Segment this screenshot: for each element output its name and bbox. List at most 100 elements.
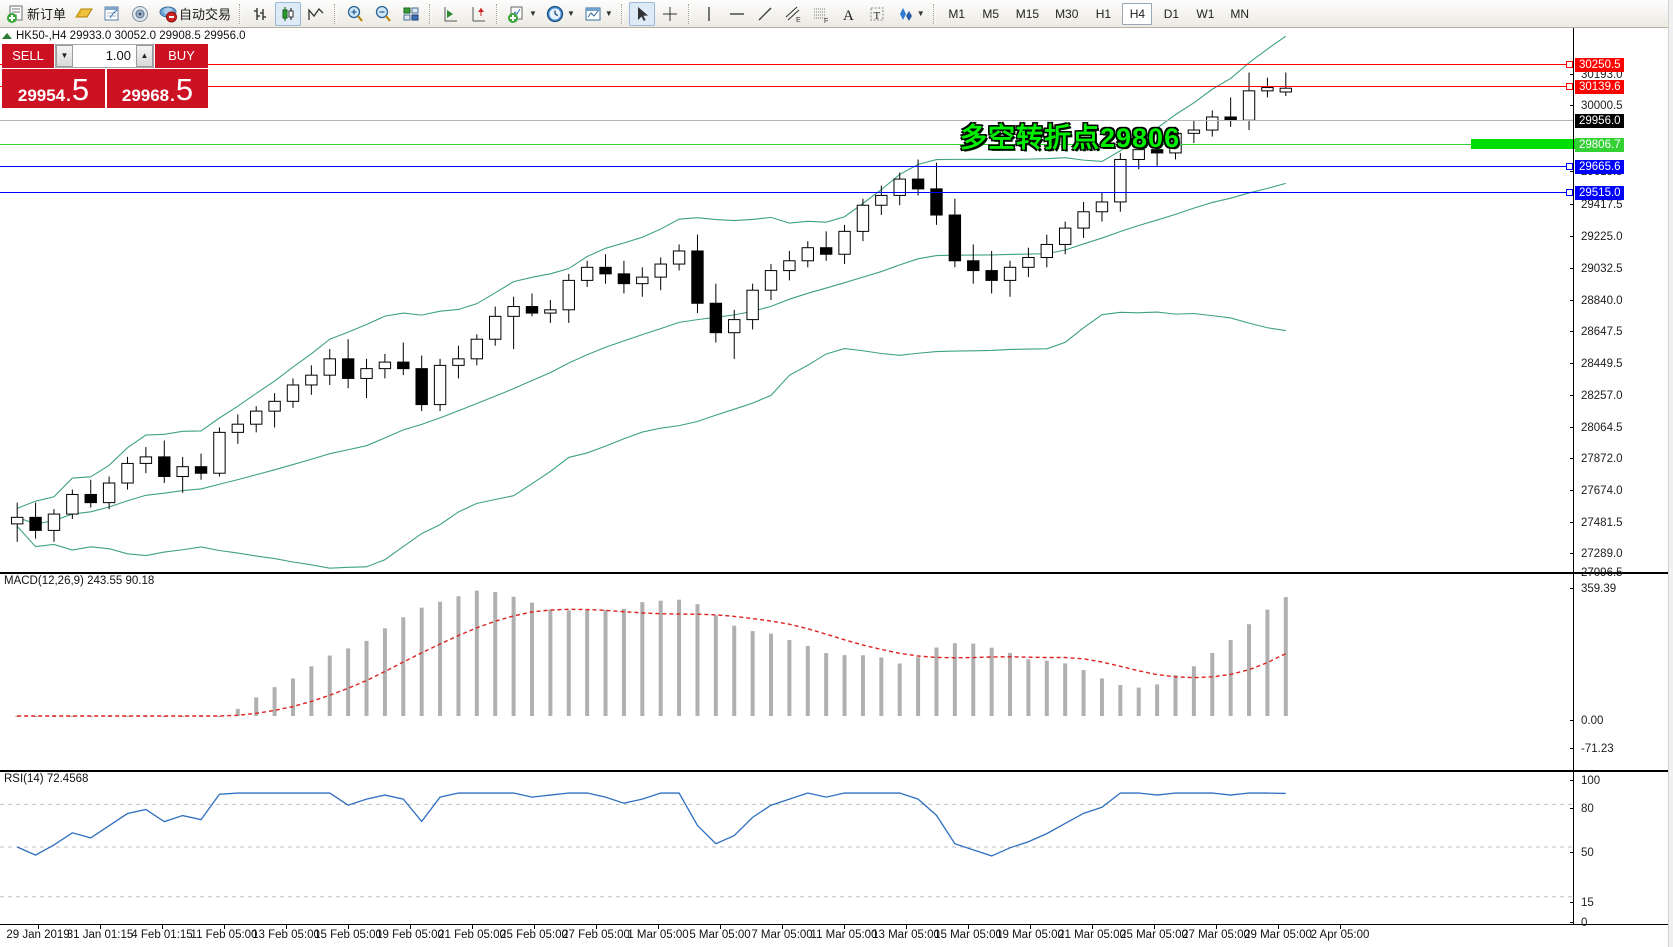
shapes-button[interactable]: ▼ (892, 2, 928, 26)
navigator-button[interactable] (127, 2, 153, 26)
macd-tick: -71.23 (1570, 743, 1614, 755)
svg-text:A: A (843, 8, 854, 24)
horizontal-line-button[interactable] (724, 2, 750, 26)
tile-windows-button[interactable] (398, 2, 424, 26)
text-button[interactable]: A (836, 2, 862, 26)
time-tick (596, 925, 597, 929)
timeframe-m30[interactable]: M30 (1055, 6, 1079, 21)
timeframe-h1[interactable]: H1 (1095, 6, 1112, 21)
shapes-icon (899, 7, 912, 21)
expert-advisors-button[interactable] (71, 2, 97, 26)
volume-input[interactable]: 1.00 (73, 45, 136, 67)
time-label: 11 Feb 05:00 (190, 929, 258, 941)
timeframe-d1[interactable]: D1 (1163, 6, 1180, 21)
new-order-button[interactable]: 新订单 (3, 2, 69, 26)
bollinger-lower-band (16, 311, 1286, 569)
rsi-tick: 100 (1569, 775, 1600, 787)
time-label: 5 Mar 05:00 (689, 929, 751, 941)
level-line-handle[interactable] (1566, 189, 1573, 196)
autotrade-label: 自动交易 (179, 7, 232, 22)
time-label: 25 Feb 05:00 (500, 929, 568, 941)
crosshair-button[interactable] (657, 2, 683, 26)
rsi-pane[interactable]: RSI(14) 72.4568 100 80 50 15 0 (0, 772, 1673, 929)
sell-price-button[interactable]: 29954 . 5 (2, 68, 105, 108)
level-line[interactable] (0, 192, 1573, 193)
time-tick (224, 925, 225, 929)
time-tick (658, 925, 659, 929)
price-tag[interactable]: 30139.6 (1575, 80, 1624, 94)
timeframe-h4[interactable]: H4 (1122, 2, 1153, 25)
chevron-down-icon-2[interactable]: ▼ (566, 9, 575, 18)
cursor-button[interactable] (628, 1, 655, 26)
time-tick (38, 925, 39, 929)
svg-text:E: E (796, 17, 801, 24)
templates-button[interactable]: ▼ (580, 2, 616, 26)
sell-price-fraction: 5 (71, 72, 90, 107)
zoom-in-button[interactable] (342, 2, 368, 26)
level-line[interactable] (0, 86, 1573, 87)
vertical-line-button[interactable] (696, 2, 722, 26)
chart-shift-button[interactable] (465, 2, 491, 26)
time-label: 15 Feb 05:00 (314, 929, 382, 941)
timeframe-m1[interactable]: M1 (948, 6, 966, 21)
chart-area[interactable]: 多空转折点29806 30193.030000.529615.529417.52… (0, 28, 1673, 947)
chevron-down-icon[interactable]: ▼ (529, 9, 537, 18)
rsi-tick: 0 (1569, 917, 1587, 929)
price-tag[interactable]: 29956.0 (1575, 114, 1624, 128)
autotrade-button[interactable]: 自动交易 (155, 2, 234, 26)
macd-plot (15, 590, 1288, 717)
period-button[interactable]: ▼ (542, 2, 578, 26)
price-tag[interactable]: 29665.6 (1575, 160, 1624, 174)
sell-button[interactable]: SELL (2, 44, 55, 68)
buy-button[interactable]: BUY (154, 44, 208, 68)
bar-chart-button[interactable] (247, 2, 273, 26)
rsi-level-lines (0, 803, 1573, 898)
text-label-button[interactable]: T (864, 2, 890, 26)
chevron-down-icon-3[interactable]: ▼ (604, 9, 613, 18)
buy-price-button[interactable]: 29968 . 5 (107, 68, 208, 108)
time-tick (162, 925, 163, 929)
navigator-icon (132, 5, 149, 22)
price-tag[interactable]: 29806.7 (1575, 138, 1624, 152)
timeframe-w1[interactable]: W1 (1196, 6, 1215, 21)
fibonacci-button[interactable]: F (808, 2, 834, 26)
level-line-handle[interactable] (1566, 83, 1573, 90)
zoom-out-button[interactable] (370, 2, 396, 26)
timeframe-m15[interactable]: M15 (1015, 6, 1040, 21)
new-order-label: 新订单 (27, 7, 67, 22)
time-tick (410, 925, 411, 929)
volume-stepper[interactable]: ▼ 1.00 ▲ (55, 44, 154, 68)
price-tag[interactable]: 30250.5 (1575, 58, 1624, 72)
chevron-down-icon-4[interactable]: ▼ (916, 9, 925, 18)
time-label: 1 Mar 05:00 (627, 929, 689, 941)
zoom-out-icon (375, 5, 391, 22)
rsi-tick: 15 (1570, 897, 1594, 909)
one-click-trading-panel[interactable]: SELL ▼ 1.00 ▲ BUY 29954 . 5 29968 (2, 44, 208, 108)
trendline-button[interactable] (752, 2, 778, 26)
price-tag[interactable]: 29515.0 (1575, 186, 1624, 200)
timeframe-mn[interactable]: MN (1230, 6, 1250, 21)
equidistant-channel-button[interactable]: E (780, 2, 806, 26)
price-pane[interactable]: 多空转折点29806 30193.030000.529615.529417.52… (0, 28, 1673, 579)
level-line[interactable] (0, 64, 1573, 65)
timeframe-m5[interactable]: M5 (982, 6, 1000, 21)
auto-scroll-button[interactable] (437, 2, 463, 26)
level-line-handle[interactable] (1566, 163, 1573, 170)
candlestick-chart-button[interactable] (275, 1, 302, 26)
macd-pane[interactable]: MACD(12,26,9) 243.55 90.18 359.39 0.00 -71… (0, 574, 1673, 770)
level-line[interactable] (0, 166, 1573, 167)
time-label: 27 Feb 05:00 (562, 929, 630, 941)
line-chart-button[interactable] (303, 2, 329, 26)
level-line[interactable] (0, 120, 1573, 121)
volume-down-button[interactable]: ▼ (56, 45, 73, 67)
level-line-handle[interactable] (1566, 61, 1573, 68)
volume-up-button[interactable]: ▲ (136, 45, 153, 67)
indicators-button[interactable]: ▼ (504, 2, 540, 26)
window-scrollbar[interactable] (1668, 0, 1673, 947)
level-line[interactable] (0, 144, 1573, 145)
price-tick: 30193.0 (1570, 69, 1623, 81)
price-tick: 27674.0 (1570, 485, 1623, 497)
rsi-scale: 100 80 50 15 0 (1569, 772, 1673, 929)
data-window-button[interactable] (99, 2, 125, 26)
price-scale[interactable]: 30193.030000.529615.529417.529225.029032… (1570, 28, 1673, 579)
